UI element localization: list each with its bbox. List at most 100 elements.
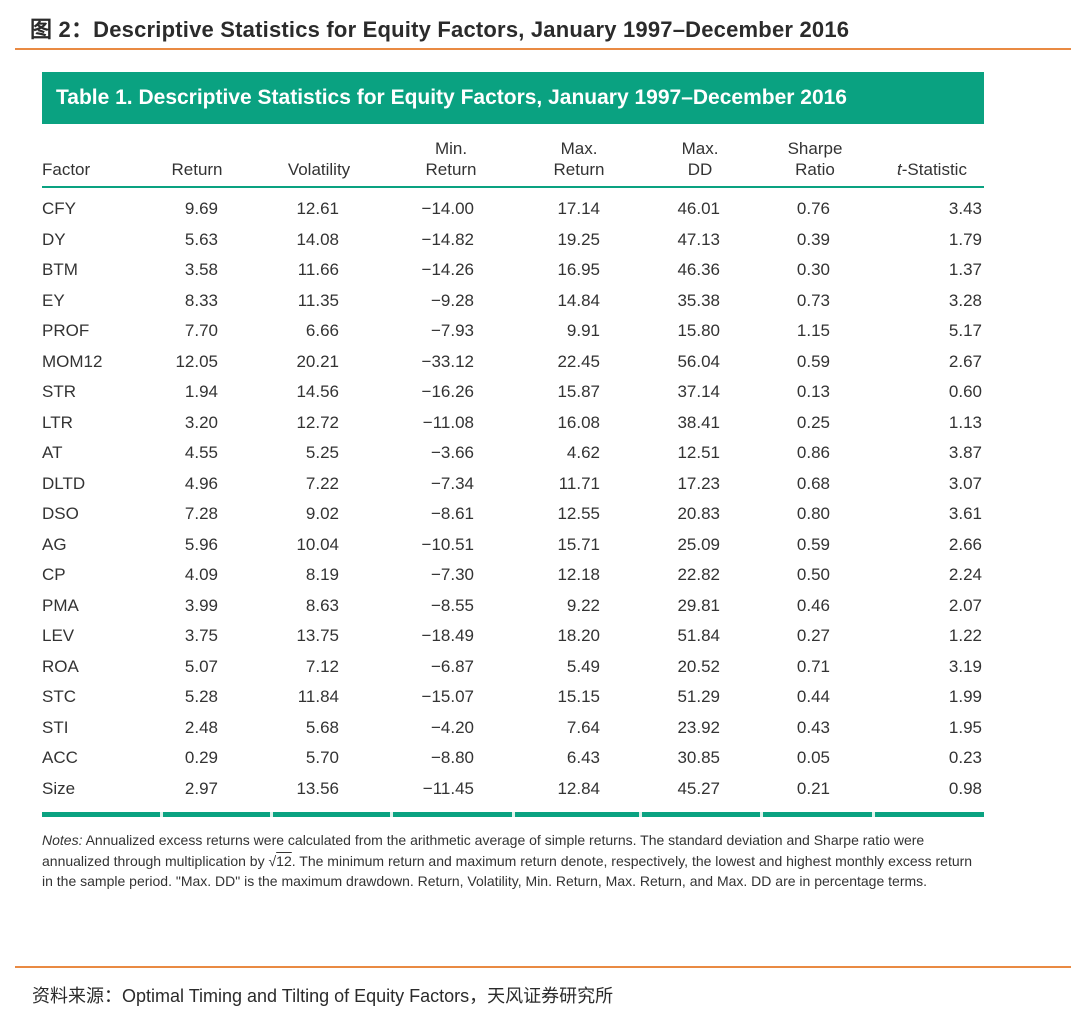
cell-sharpe-ratio: 0.13 — [796, 382, 830, 401]
cell-min-return: −16.26 — [421, 382, 474, 401]
header-min-return-line1: Min. — [434, 139, 468, 158]
cell-max-dd: 29.81 — [677, 595, 720, 615]
header-t-statistic: t-Statistic — [897, 159, 967, 180]
cell-max-return: 9.91 — [566, 321, 600, 340]
cell-t-statistic: 2.24 — [948, 565, 982, 584]
cell-t-statistic: 1.22 — [948, 626, 982, 645]
rule-tick — [639, 812, 642, 817]
cell-volatility: 5.68 — [305, 717, 339, 737]
table-row: MOM12 12.05 20.21 −33.12 22.45 56.04 0.59 2.67 — [42, 347, 984, 378]
cell-return: 5.28 — [184, 687, 218, 706]
cell-t-statistic: 3.07 — [948, 473, 982, 493]
table-row: AG 5.96 10.04 −10.51 15.71 25.09 0.59 2.66 — [42, 530, 984, 561]
cell-t-statistic: 1.95 — [948, 717, 982, 737]
cell-min-return: −7.34 — [430, 473, 474, 493]
cell-sharpe-ratio: 0.25 — [796, 412, 830, 432]
cell-return: 5.96 — [184, 534, 218, 554]
cell-min-return: −4.20 — [430, 717, 474, 737]
cell-volatility: 13.56 — [296, 778, 339, 798]
cell-sharpe-ratio: 0.30 — [796, 260, 830, 279]
cell-return: 9.69 — [184, 199, 218, 218]
cell-factor: AG — [42, 534, 67, 554]
cell-max-return: 19.25 — [557, 229, 600, 249]
cell-t-statistic: 5.17 — [948, 321, 982, 340]
cell-t-statistic: 1.37 — [948, 260, 982, 279]
cell-factor: ACC — [42, 748, 78, 767]
table-row: STR 1.94 14.56 −16.26 15.87 37.14 0.13 0.60 — [42, 377, 984, 408]
cell-max-return: 7.64 — [566, 717, 600, 737]
cell-max-return: 22.45 — [557, 351, 600, 371]
table-row: STI 2.48 5.68 −4.20 7.64 23.92 0.43 1.95 — [42, 713, 984, 744]
cell-max-dd: 47.13 — [677, 229, 720, 249]
table-row: LTR 3.20 12.72 −11.08 16.08 38.41 0.25 1.13 — [42, 408, 984, 439]
cell-min-return: −14.00 — [421, 199, 474, 218]
cell-max-return: 12.55 — [557, 504, 600, 523]
cell-max-return: 15.87 — [557, 382, 600, 401]
table-notes: Notes: Annualized excess returns were ca… — [42, 830, 977, 892]
table-header: Factor Return Volatility Min. Return Max… — [42, 124, 984, 186]
cell-volatility: 9.02 — [305, 504, 339, 523]
cell-t-statistic: 3.87 — [948, 443, 982, 462]
cell-min-return: −10.51 — [421, 534, 474, 554]
cell-t-statistic: 1.79 — [948, 229, 982, 249]
cell-t-statistic: 3.61 — [948, 504, 982, 523]
table-row: BTM 3.58 11.66 −14.26 16.95 46.36 0.30 1.37 — [42, 255, 984, 286]
cell-factor: EY — [42, 290, 65, 310]
cell-factor: LEV — [42, 626, 75, 645]
cell-return: 4.09 — [184, 565, 218, 584]
header-sharpe-ratio: Sharpe Ratio — [788, 138, 843, 180]
cell-max-return: 16.08 — [557, 412, 600, 432]
header-t-italic: t — [897, 160, 902, 179]
cell-max-dd: 46.36 — [677, 260, 720, 279]
cell-sharpe-ratio: 0.39 — [796, 229, 830, 249]
table-row: DY 5.63 14.08 −14.82 19.25 47.13 0.39 1.79 — [42, 225, 984, 256]
cell-volatility: 14.08 — [296, 229, 339, 249]
notes-sqrt-value: 12 — [276, 852, 292, 869]
cell-return: 2.97 — [184, 778, 218, 798]
cell-sharpe-ratio: 0.21 — [796, 778, 830, 798]
cell-t-statistic: 0.98 — [948, 778, 982, 798]
cell-return: 4.96 — [184, 473, 218, 493]
cell-volatility: 13.75 — [296, 626, 339, 645]
cell-volatility: 11.35 — [297, 290, 339, 310]
cell-return: 7.28 — [184, 504, 218, 523]
cell-volatility: 11.66 — [297, 260, 339, 279]
source-caption: 资料来源：Optimal Timing and Tilting of Equit… — [32, 986, 614, 1006]
cell-t-statistic: 2.67 — [948, 351, 982, 371]
cell-factor: DSO — [42, 504, 79, 523]
cell-sharpe-ratio: 0.71 — [796, 656, 830, 676]
table-panel: Table 1. Descriptive Statistics for Equi… — [42, 72, 984, 817]
cell-max-return: 18.20 — [557, 626, 600, 645]
table-row: DLTD 4.96 7.22 −7.34 11.71 17.23 0.68 3.07 — [42, 469, 984, 500]
cell-sharpe-ratio: 0.86 — [796, 443, 830, 462]
cell-min-return: −7.30 — [430, 565, 474, 584]
cell-t-statistic: 3.28 — [948, 290, 982, 310]
header-max-return-line2: Return — [553, 160, 605, 179]
cell-factor: STC — [42, 687, 76, 706]
cell-factor: AT — [42, 443, 63, 462]
cell-sharpe-ratio: 0.73 — [796, 290, 830, 310]
header-min-return: Min. Return — [425, 138, 476, 180]
table-row: ROA 5.07 7.12 −6.87 5.49 20.52 0.71 3.19 — [42, 652, 984, 683]
cell-max-dd: 30.85 — [677, 748, 720, 767]
cell-volatility: 7.22 — [305, 473, 339, 493]
top-divider — [15, 48, 1071, 50]
cell-volatility: 12.61 — [296, 199, 339, 218]
cell-return: 3.99 — [184, 595, 218, 615]
cell-max-dd: 38.41 — [677, 412, 720, 432]
cell-sharpe-ratio: 0.59 — [796, 534, 830, 554]
cell-max-dd: 17.23 — [677, 473, 720, 493]
cell-min-return: −14.82 — [421, 229, 474, 249]
table-row: DSO 7.28 9.02 −8.61 12.55 20.83 0.80 3.61 — [42, 499, 984, 530]
cell-factor: ROA — [42, 656, 79, 676]
cell-max-dd: 51.84 — [677, 626, 720, 645]
cell-max-dd: 56.04 — [677, 351, 720, 371]
table-row: CFY 9.69 12.61 −14.00 17.14 46.01 0.76 3.43 — [42, 194, 984, 225]
cell-sharpe-ratio: 0.76 — [796, 199, 830, 218]
cell-volatility: 5.25 — [305, 443, 339, 462]
header-max-dd-line2: DD — [687, 160, 713, 179]
cell-sharpe-ratio: 0.50 — [796, 565, 830, 584]
cell-factor: LTR — [42, 412, 73, 432]
cell-max-dd: 51.29 — [677, 687, 720, 706]
cell-min-return: −8.80 — [430, 748, 474, 767]
